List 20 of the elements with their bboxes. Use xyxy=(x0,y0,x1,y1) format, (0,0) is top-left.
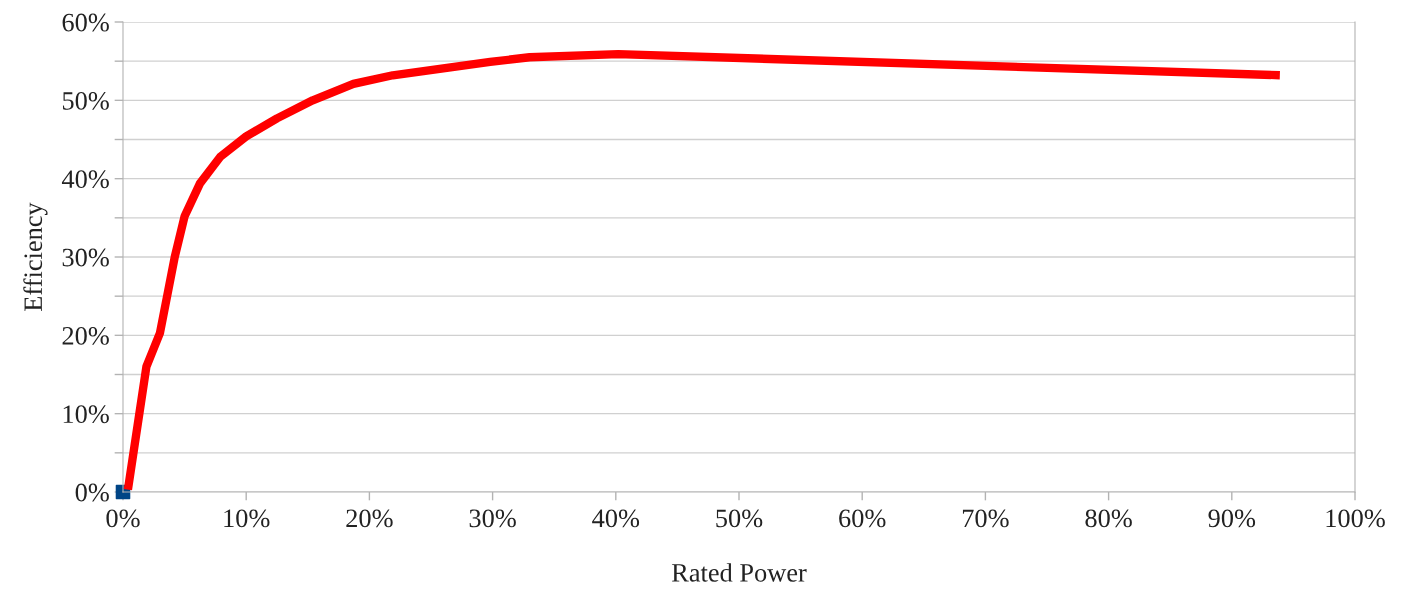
x-tick-label: 100% xyxy=(1326,509,1385,528)
x-tick-label: 50% xyxy=(716,509,763,528)
x-tick-label: 80% xyxy=(1085,509,1132,528)
y-tick-label: 50% xyxy=(62,91,109,110)
y-tick-label: 10% xyxy=(63,405,109,424)
x-axis-title: Rated Power xyxy=(671,563,807,582)
x-tick-label: 90% xyxy=(1208,509,1256,528)
x-tick-label: 40% xyxy=(592,509,640,528)
x-tick-label: 70% xyxy=(962,509,1009,528)
x-tick-label: 10% xyxy=(224,509,270,528)
y-tick-label: 30% xyxy=(62,248,109,267)
y-tick-label: 60% xyxy=(62,13,109,32)
y-tick-label: 0% xyxy=(75,483,109,502)
x-tick-label: 60% xyxy=(839,509,886,528)
y-tick-label: 40% xyxy=(61,170,109,189)
x-tick-label: 20% xyxy=(346,509,393,528)
x-tick-label: 30% xyxy=(469,509,516,528)
y-tick-label: 20% xyxy=(62,326,109,345)
x-tick-label: 0% xyxy=(106,509,140,528)
y-axis-title: Efficiency xyxy=(23,202,48,311)
